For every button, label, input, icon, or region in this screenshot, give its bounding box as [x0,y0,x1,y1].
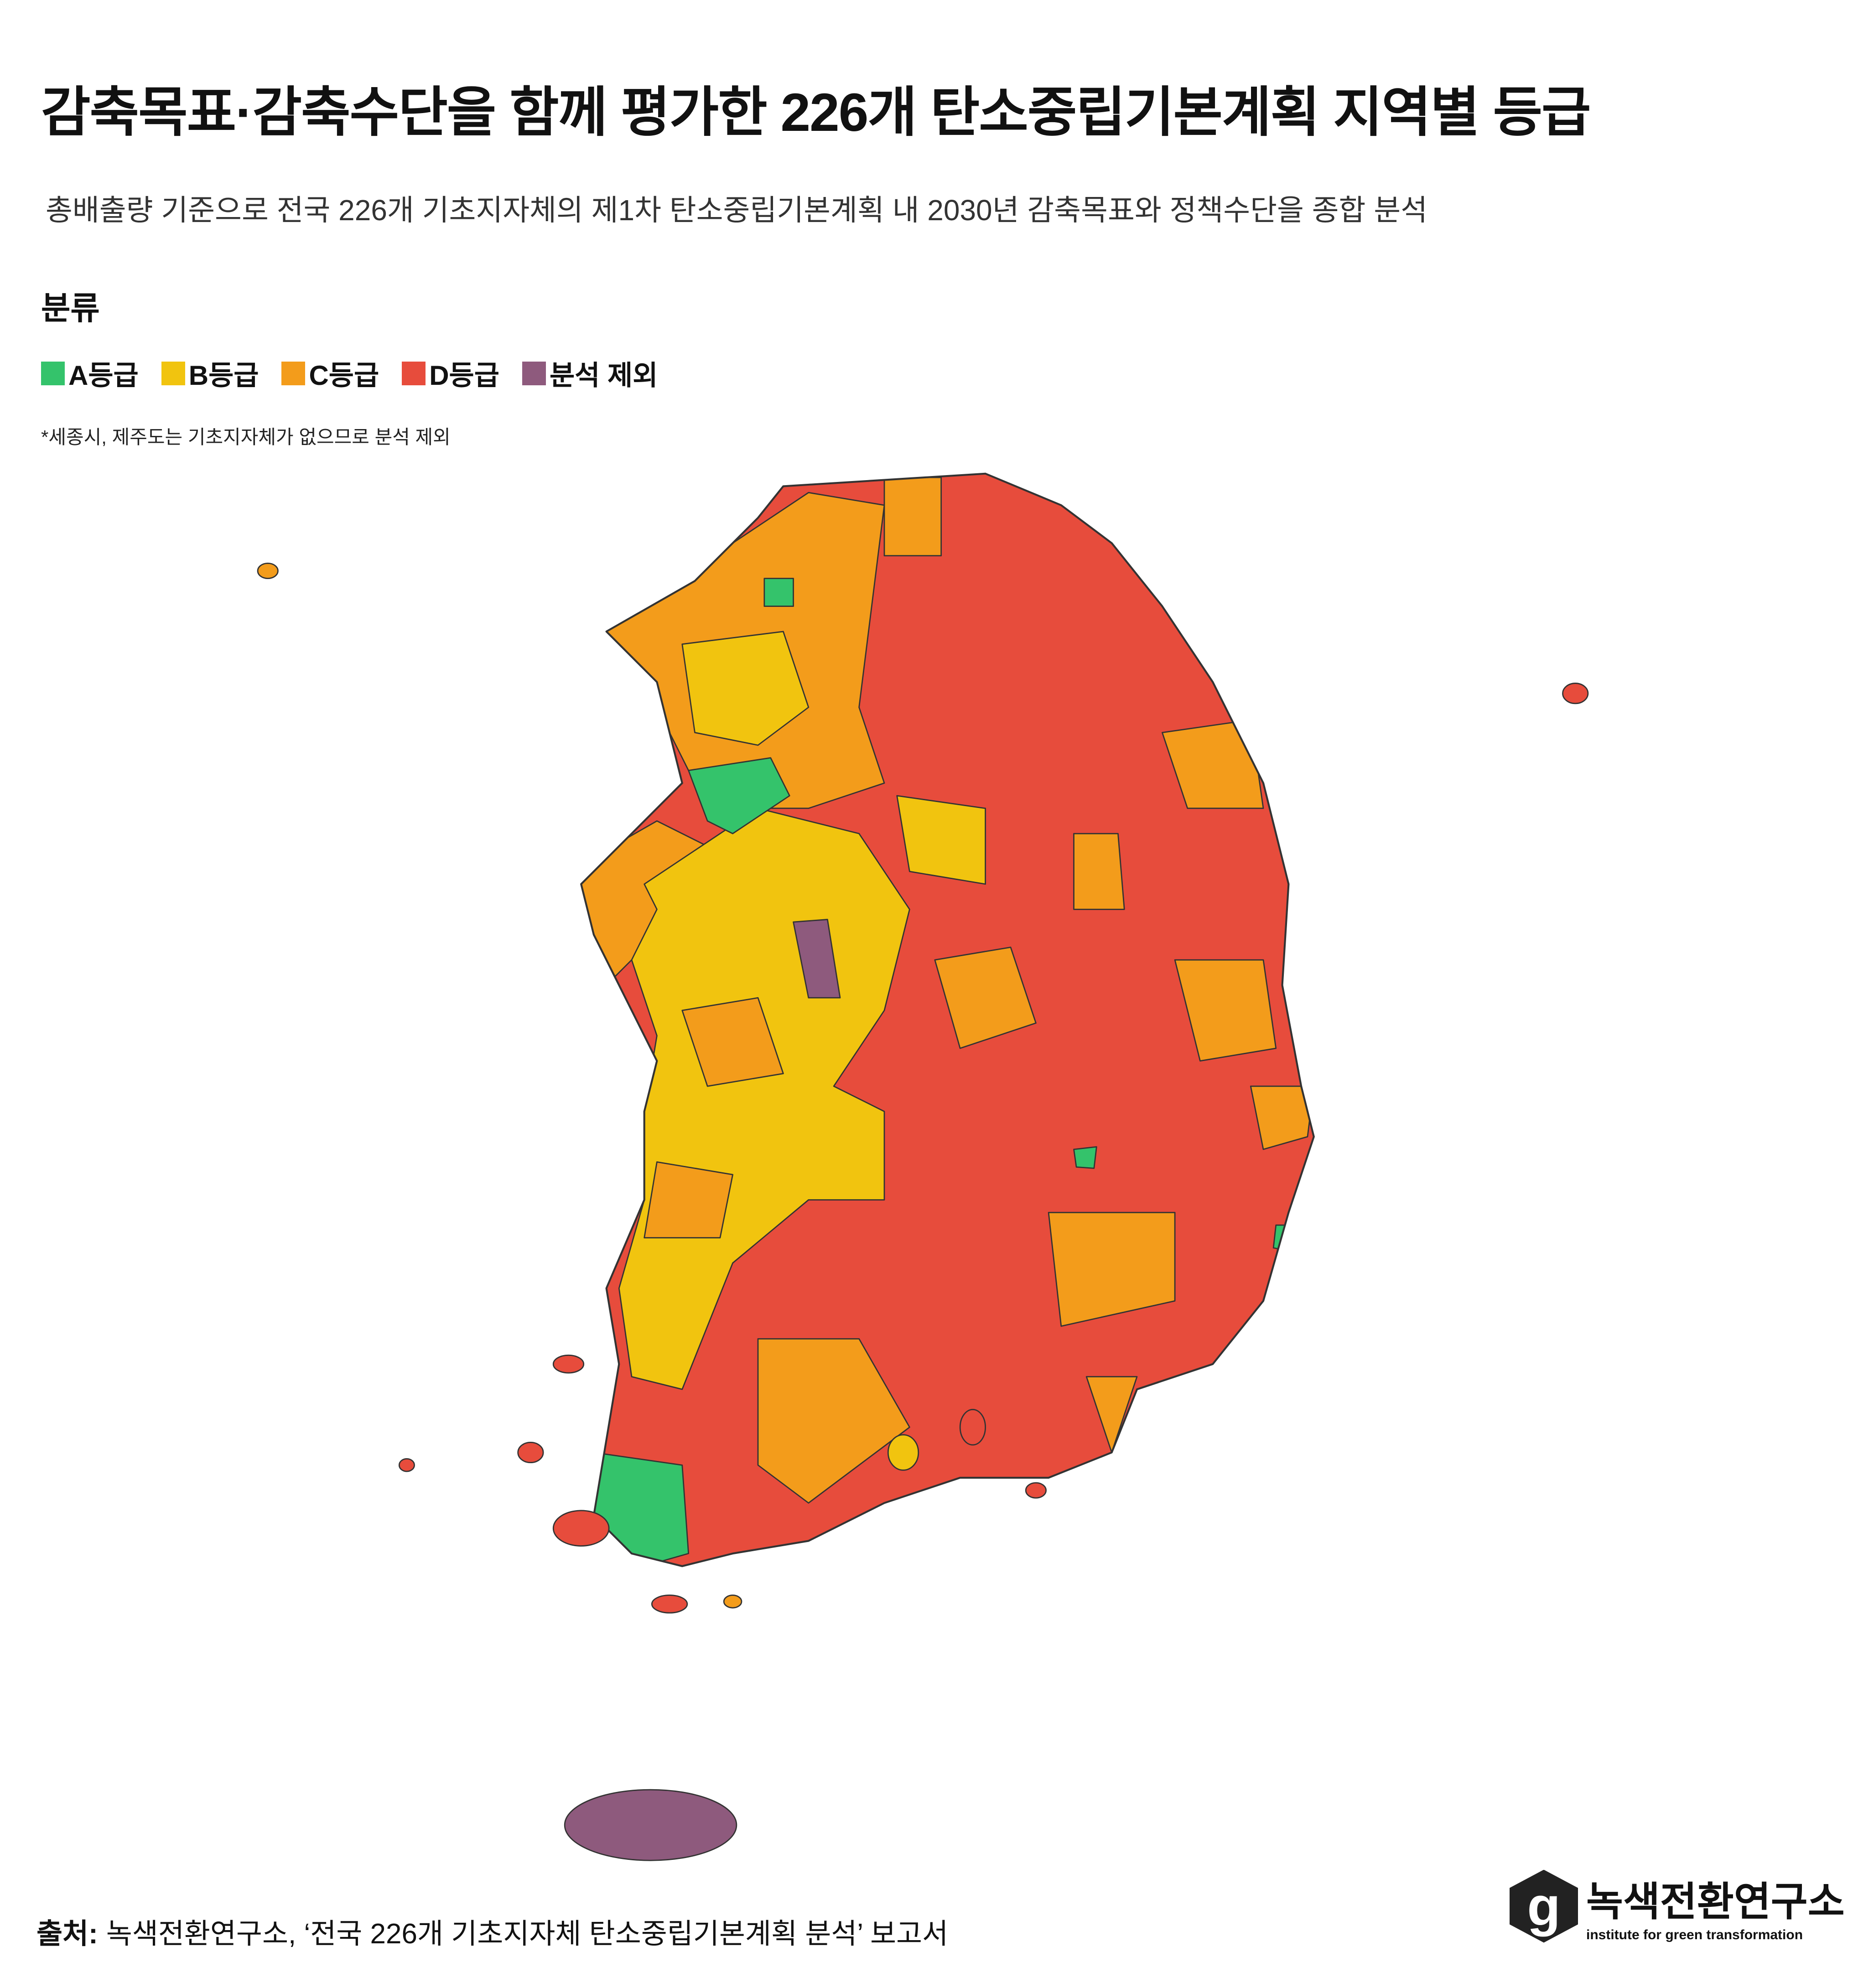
region [763,578,794,607]
region [934,947,1037,1049]
island [398,1458,415,1472]
legend-label: B등급 [188,360,259,391]
legend-label: 분석 제외 [549,360,658,391]
region [896,795,986,885]
legend: A등급 B등급 C등급 D등급 분석 제외 [41,353,658,393]
island [1562,683,1589,704]
source: 출처: 녹색전환연구소, ‘전국 226개 기초지자체 탄소중립기본계획 분석’ … [36,1910,948,1952]
legend-swatch [402,361,426,385]
region [1250,1085,1314,1150]
source-text: 녹색전환연구소, ‘전국 226개 기초지자체 탄소중립기본계획 분석’ 보고서 [106,1918,949,1950]
logo-name: 녹색전환연구소 [1586,1879,1845,1924]
region [1085,1376,1138,1453]
source-label: 출처: [36,1918,98,1950]
island [517,1441,544,1464]
region [681,997,784,1087]
logo-tagline: institute for green transformation [1586,1927,1803,1942]
legend-title: 분류 [41,290,100,326]
region [618,808,910,1390]
logo-mark: g [1510,1869,1578,1943]
legend-label: D등급 [429,360,499,391]
island [887,1434,919,1471]
logo: g 녹색전환연구소 institute for green transforma… [1510,1869,1845,1943]
island [1025,1482,1047,1499]
region [757,1338,910,1504]
region [1073,1146,1097,1169]
legend-label: A등급 [68,360,139,391]
coastline [580,472,1315,1567]
region [1174,959,1277,1062]
region [681,631,810,746]
legend-swatch [281,361,306,385]
island [723,1595,742,1609]
island [552,1510,610,1547]
note: *세종시, 제주도는 기초지자체가 없으므로 분석 제외 [41,426,451,448]
legend-item: C등급 [281,353,379,393]
jeju [564,1789,737,1861]
island [552,1354,585,1374]
legend-item: B등급 [161,353,259,393]
legend-swatch [41,361,65,385]
legend-item: A등급 [41,353,139,393]
title: 감축목표·감축수단을 함께 평가한 226개 탄소중립기본계획 지역별 등급 [41,83,1591,143]
region [644,1161,733,1238]
region [1073,833,1125,910]
region [593,1452,690,1566]
subtitle: 총배출량 기준으로 전국 226개 기초지자체의 제1차 탄소중립기본계획 내 … [46,194,1427,227]
island [959,1408,986,1446]
legend-label: C등급 [309,360,379,391]
island [257,563,279,580]
island [651,1595,688,1614]
legend-swatch [522,361,546,385]
legend-swatch [161,361,185,385]
legend-item: D등급 [402,353,499,393]
region [793,919,841,999]
legend-item: 분석 제외 [522,353,658,393]
region [1048,1211,1176,1327]
region [883,476,942,557]
region [1162,719,1264,809]
region [688,757,790,834]
